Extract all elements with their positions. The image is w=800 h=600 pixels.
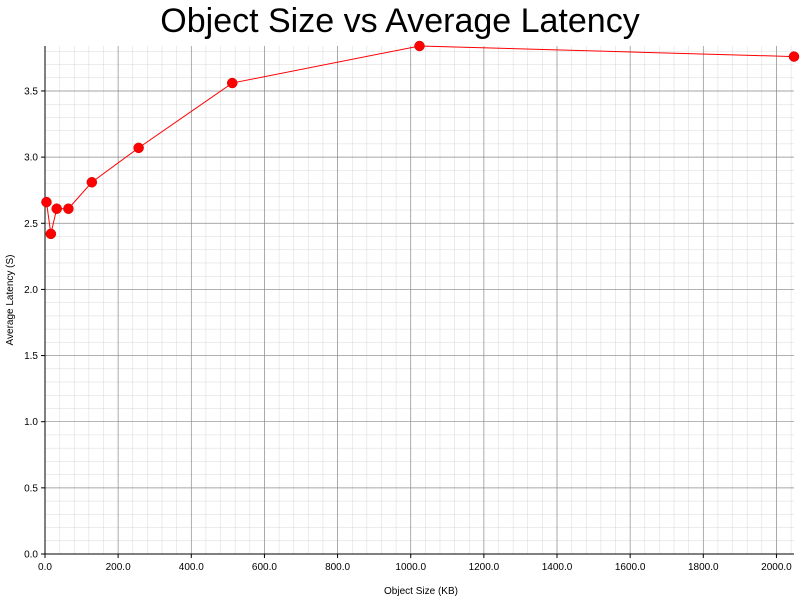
x-tick-label: 800.0 bbox=[325, 562, 350, 573]
y-tick-label: 2.5 bbox=[24, 219, 38, 230]
y-tick-label: 1.5 bbox=[24, 351, 38, 362]
data-point bbox=[788, 51, 800, 62]
minor-grid bbox=[44, 46, 794, 555]
y-tick-label: 1.0 bbox=[24, 417, 38, 428]
data-point bbox=[63, 203, 74, 214]
y-tick-label: 3.0 bbox=[24, 153, 38, 164]
data-point bbox=[41, 196, 52, 208]
data-point bbox=[227, 77, 238, 89]
x-tick-labels: 0.0 200.0 400.0 600.0 800.0 1000.0 1200.0 1400.… bbox=[38, 554, 792, 573]
x-tick-label: 600.0 bbox=[252, 562, 277, 573]
y-tick-labels: 0.0 0.5 1.0 1.5 2.0 2.5 3.0 3.5 bbox=[24, 86, 45, 561]
x-axis-label: Object Size (KB) bbox=[384, 586, 458, 597]
x-tick-label: 1200.0 bbox=[469, 562, 500, 573]
chart-title: Object Size vs Average Latency bbox=[160, 2, 640, 40]
data-point bbox=[86, 177, 98, 188]
axes bbox=[44, 46, 794, 555]
y-axis-label: Average Latency (S) bbox=[5, 255, 16, 346]
x-tick-label: 1400.0 bbox=[542, 562, 573, 573]
x-tick-label: 400.0 bbox=[179, 562, 204, 573]
data-point bbox=[133, 142, 144, 154]
data-point bbox=[51, 203, 62, 214]
data-point bbox=[414, 40, 425, 52]
series-layer bbox=[41, 40, 800, 240]
x-tick-label: 1000.0 bbox=[395, 562, 426, 573]
x-tick-label: 0.0 bbox=[38, 562, 52, 573]
x-tick-label: 1800.0 bbox=[688, 562, 719, 573]
series-line bbox=[45, 45, 795, 234]
major-grid bbox=[44, 46, 794, 555]
x-tick-label: 1600.0 bbox=[615, 562, 646, 573]
x-tick-label: 2000.0 bbox=[761, 562, 792, 573]
y-tick-label: 0.5 bbox=[24, 483, 38, 494]
data-point bbox=[45, 228, 57, 240]
y-tick-label: 0.0 bbox=[24, 550, 38, 561]
x-tick-label: 200.0 bbox=[106, 562, 131, 573]
y-tick-label: 2.0 bbox=[24, 285, 38, 296]
y-tick-label: 3.5 bbox=[24, 86, 38, 97]
